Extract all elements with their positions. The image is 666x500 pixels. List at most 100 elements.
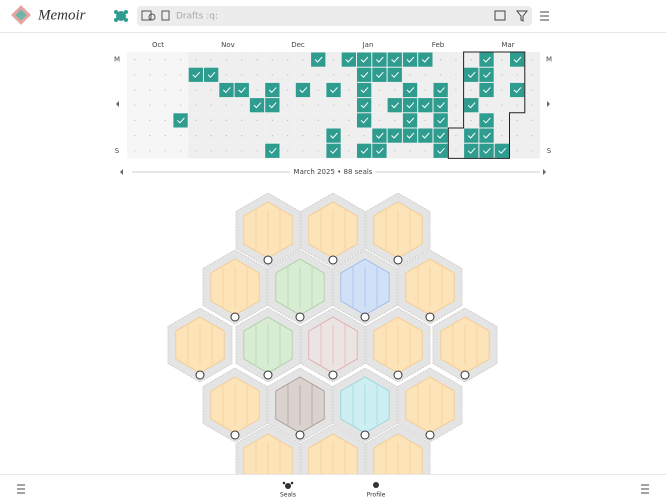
day-dot: [531, 104, 534, 106]
day-dot: [149, 74, 151, 76]
sealed-day: [433, 113, 448, 128]
toolbar-icons[interactable]: [494, 10, 549, 22]
day-dot: [516, 74, 518, 76]
check-icon: [375, 132, 384, 139]
check-icon: [437, 87, 445, 94]
seal-badge: [263, 255, 273, 265]
sealed-day: [510, 82, 525, 98]
day-dot: [516, 104, 518, 106]
menu-left[interactable]: [17, 484, 25, 494]
sealed-day: [387, 98, 402, 113]
check-icon: [360, 56, 369, 63]
check-icon: [314, 56, 323, 63]
day-dot: [256, 59, 258, 61]
day-dot: [210, 135, 212, 137]
check-icon: [406, 132, 415, 139]
check-icon: [483, 87, 491, 94]
day-dot: [348, 104, 350, 106]
month-label: Oct: [152, 41, 164, 49]
check-icon: [177, 117, 185, 124]
day-dot: [501, 135, 503, 137]
day-dot: [210, 104, 212, 106]
day-dot: [256, 119, 258, 121]
day-dot: [210, 150, 212, 152]
nav-label[interactable]: Profile: [367, 492, 386, 499]
day-dot: [424, 74, 426, 76]
check-icon: [345, 56, 354, 63]
check-icon: [375, 147, 384, 154]
sealed-day: [464, 67, 479, 82]
row-label: S: [547, 147, 552, 155]
month-label: Feb: [432, 41, 445, 49]
check-icon: [391, 102, 399, 109]
day-dot: [455, 119, 457, 121]
check-icon: [268, 102, 277, 109]
day-dot: [134, 119, 136, 121]
check-icon: [238, 87, 246, 94]
sealed-day: [372, 67, 387, 82]
check-icon: [391, 71, 399, 78]
day-dot: [195, 89, 197, 91]
day-dot: [149, 59, 151, 61]
day-dot: [317, 135, 319, 137]
day-dot: [531, 89, 534, 91]
day-dot: [501, 119, 503, 121]
sealed-day: [402, 113, 418, 128]
logo: [11, 5, 31, 25]
day-dot: [241, 150, 243, 152]
check-icon: [406, 102, 415, 109]
month-label: Mar: [501, 41, 514, 49]
day-dot: [195, 135, 197, 137]
seals-icon[interactable]: [282, 481, 294, 489]
sealed-day: [372, 52, 387, 67]
calendar: Oct Nov Dec Jan Feb Mar M S M S March 2025 • 88 se…: [114, 41, 552, 176]
bottom-bar: [0, 474, 666, 500]
check-icon: [513, 56, 522, 63]
sealed-day: [479, 52, 494, 67]
profile-icon[interactable]: [373, 482, 379, 488]
sealed-day: [357, 113, 372, 128]
check-icon: [437, 102, 445, 109]
sealed-day: [464, 143, 479, 158]
search-icons: [141, 10, 170, 21]
sealed-day: [494, 143, 509, 158]
day-dot: [531, 150, 534, 152]
day-dot: [287, 59, 289, 61]
search-bar[interactable]: [137, 6, 532, 26]
seal-button[interactable]: [114, 10, 128, 22]
day-dot: [134, 104, 136, 106]
day-dot: [241, 74, 243, 76]
day-dot: [455, 89, 457, 91]
day-dot: [195, 119, 197, 121]
sealed-day: [234, 82, 249, 98]
sealed-day: [326, 128, 341, 143]
menu-right[interactable]: [641, 484, 649, 494]
sealed-day: [433, 82, 448, 98]
sealed-day: [479, 143, 494, 158]
day-dot: [225, 119, 228, 121]
day-dot: [164, 74, 166, 76]
day-dot: [241, 135, 243, 137]
sealed-day: [357, 82, 372, 98]
sealed-day: [464, 128, 479, 143]
seal-badge: [263, 370, 273, 380]
check-icon: [330, 147, 338, 154]
day-dot: [134, 74, 136, 76]
day-dot: [348, 150, 350, 152]
day-dot: [302, 74, 304, 76]
nav-label[interactable]: Seals: [280, 492, 296, 499]
day-dot: [501, 104, 503, 106]
day-dot: [378, 119, 381, 121]
day-dot: [455, 150, 457, 152]
month-caption: March 2025 • 88 seals: [294, 168, 373, 176]
sealed-day: [372, 143, 387, 158]
day-dot: [302, 150, 304, 152]
sealed-day: [387, 52, 402, 67]
day-dot: [134, 59, 136, 61]
check-icon: [406, 56, 415, 63]
day-dot: [179, 150, 182, 152]
check-icon: [330, 87, 338, 94]
sealed-day: [479, 67, 494, 82]
day-dot: [287, 150, 289, 152]
day-dot: [378, 104, 381, 106]
